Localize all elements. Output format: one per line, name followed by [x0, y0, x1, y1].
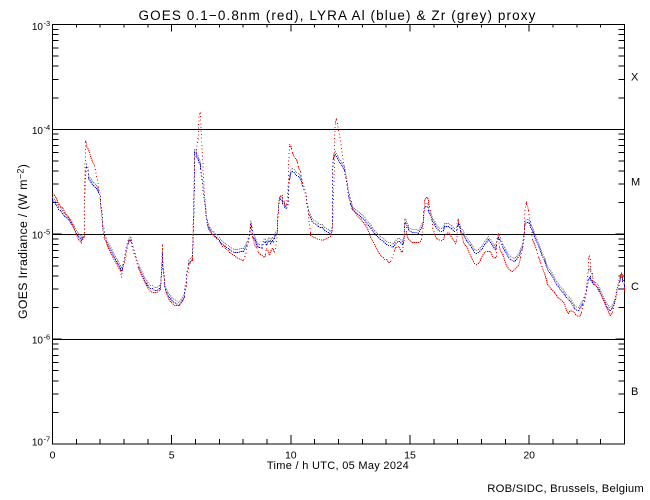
svg-text:10: 10: [32, 336, 44, 347]
svg-text:-6: -6: [44, 333, 51, 342]
svg-text:20: 20: [523, 450, 535, 462]
svg-text:10: 10: [32, 437, 44, 448]
svg-text:M: M: [631, 176, 640, 188]
svg-text:0: 0: [50, 450, 56, 462]
svg-text:10: 10: [32, 22, 44, 33]
svg-text:B: B: [631, 386, 638, 398]
svg-text:10: 10: [32, 231, 44, 242]
svg-text:-3: -3: [44, 19, 51, 28]
svg-text:ROB/SIDC, Brussels, Belgium: ROB/SIDC, Brussels, Belgium: [487, 483, 644, 495]
svg-text:GOES 0.1−0.8nm (red), LYRA Al: GOES 0.1−0.8nm (red), LYRA Al (blue) & Z…: [139, 8, 537, 23]
svg-text:Time / h UTC, 05 May 2024: Time / h UTC, 05 May 2024: [267, 460, 409, 472]
svg-text:X: X: [631, 71, 639, 83]
svg-text:5: 5: [169, 450, 175, 462]
svg-text:10: 10: [32, 126, 44, 137]
svg-text:15: 15: [404, 450, 416, 462]
svg-text:-5: -5: [44, 228, 51, 237]
svg-text:-4: -4: [44, 123, 51, 132]
svg-text:10: 10: [285, 450, 297, 462]
svg-text:C: C: [631, 281, 639, 293]
svg-text:-7: -7: [44, 434, 51, 443]
svg-text:GOES Irradiance / (W m−2): GOES Irradiance / (W m−2): [16, 164, 31, 319]
